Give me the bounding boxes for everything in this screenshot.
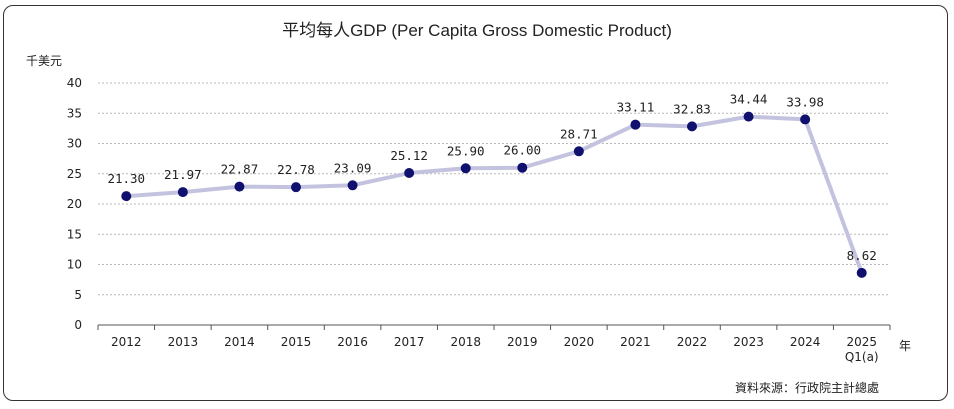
x-tick-label: 2020: [564, 335, 595, 349]
data-label: 21.97: [164, 167, 202, 182]
data-label: 34.44: [730, 92, 768, 107]
x-tick-label: 2024: [790, 335, 821, 349]
x-tick-label: 2025 Q1(a): [845, 335, 879, 364]
data-point: [291, 182, 301, 193]
data-label: 26.00: [503, 143, 541, 158]
x-tick-label: 2012: [111, 335, 142, 349]
data-label: 28.71: [560, 126, 598, 141]
data-points: [121, 111, 867, 278]
data-point: [573, 146, 584, 157]
x-tick-label: 2014: [224, 335, 255, 349]
data-point: [404, 168, 415, 179]
chart-title: 平均每人GDP (Per Capita Gross Domestic Produ…: [282, 21, 672, 40]
y-tick-label: 20: [67, 197, 82, 211]
data-point: [121, 191, 132, 202]
y-tick-label: 5: [74, 288, 82, 302]
x-tick-label: 2018: [450, 335, 481, 349]
gridlines: [98, 82, 890, 296]
y-axis-unit-label: 千美元: [26, 54, 62, 68]
data-point: [347, 180, 358, 191]
data-label: 22.78: [277, 162, 315, 177]
data-point: [687, 121, 697, 132]
data-point: [856, 267, 867, 278]
data-label: 32.83: [673, 101, 711, 116]
x-axis-unit-label: 年: [899, 339, 911, 353]
data-label: 23.09: [334, 160, 372, 175]
x-tick-label: 2013: [168, 335, 199, 349]
y-tick-label: 0: [74, 318, 82, 332]
data-point: [234, 181, 245, 192]
data-labels: 21.30 21.97 22.87 22.78 23.09 25.12 25.90 26.00…: [107, 92, 876, 263]
x-tick-label: 2019: [507, 335, 538, 349]
x-tick-label: 2021: [620, 335, 651, 349]
data-label: 25.90: [447, 143, 485, 158]
data-point: [460, 163, 471, 174]
y-tick-label: 10: [67, 258, 82, 272]
y-tick-label: 25: [67, 167, 82, 181]
data-point: [743, 111, 754, 122]
data-label: 21.30: [107, 171, 145, 186]
data-label: 22.87: [221, 162, 259, 177]
x-tick-label: 2022: [677, 335, 708, 349]
source-note: 資料來源：行政院主計總處: [735, 380, 879, 395]
data-label: 33.98: [786, 94, 824, 109]
x-tick-label: 2023: [733, 335, 764, 349]
data-label: 25.12: [390, 148, 428, 163]
x-tick-label: 2015: [281, 335, 312, 349]
data-point: [517, 162, 528, 173]
y-tick-label: 35: [67, 106, 82, 120]
x-tick-label: 2016: [337, 335, 368, 349]
y-tick-label: 30: [67, 137, 82, 151]
data-label: 33.11: [617, 100, 655, 115]
chart-frame: [3, 5, 948, 401]
data-point: [630, 119, 641, 130]
series-line: [124, 114, 864, 275]
data-point: [800, 114, 811, 125]
y-tick-label: 40: [67, 76, 82, 90]
x-tick-label: 2017: [394, 335, 425, 349]
data-label: 8.62: [847, 248, 877, 263]
y-tick-label: 15: [67, 227, 82, 241]
y-axis-ticks: 0 5 10 15 20 25 30 35 40: [67, 76, 82, 332]
data-point: [177, 187, 188, 198]
x-axis-ticks: 2012 2013 2014 2015 2016 2017 2018 2019 2020 2021…: [97, 325, 891, 364]
